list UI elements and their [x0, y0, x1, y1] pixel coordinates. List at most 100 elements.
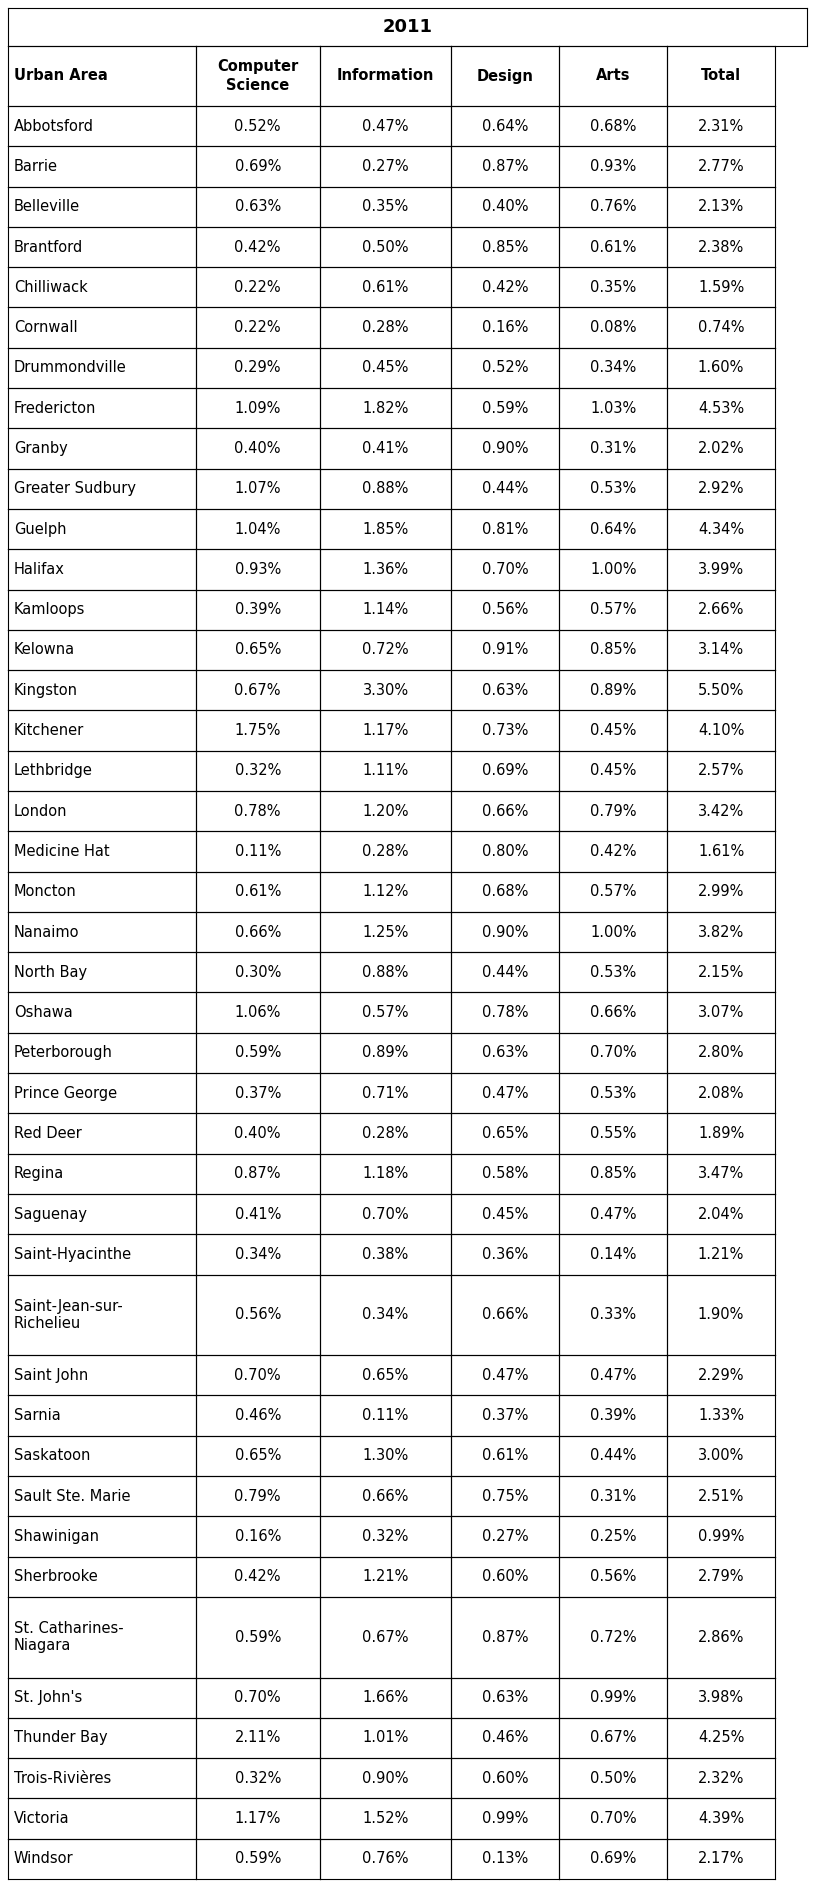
Text: 0.70%: 0.70% — [590, 1045, 637, 1060]
Text: 1.25%: 1.25% — [363, 925, 408, 940]
Text: 0.90%: 0.90% — [482, 442, 529, 457]
Text: 3.07%: 3.07% — [698, 1006, 744, 1021]
Text: 0.50%: 0.50% — [363, 240, 409, 255]
Text: 0.76%: 0.76% — [590, 200, 637, 215]
Text: 0.55%: 0.55% — [590, 1127, 637, 1142]
Text: 0.85%: 0.85% — [590, 642, 637, 657]
Text: Drummondville: Drummondville — [14, 360, 127, 376]
Text: 0.53%: 0.53% — [590, 1085, 637, 1100]
Text: 0.89%: 0.89% — [590, 683, 637, 698]
Text: 1.85%: 1.85% — [363, 521, 408, 536]
Text: 0.63%: 0.63% — [482, 683, 528, 698]
Text: 0.40%: 0.40% — [482, 200, 529, 215]
Text: 0.42%: 0.42% — [235, 1570, 281, 1585]
Text: 5.50%: 5.50% — [698, 683, 744, 698]
Text: 0.67%: 0.67% — [363, 1630, 409, 1645]
Text: Sarnia: Sarnia — [14, 1408, 61, 1423]
Text: 0.79%: 0.79% — [235, 1489, 281, 1504]
Text: 0.66%: 0.66% — [482, 804, 529, 819]
Text: 0.39%: 0.39% — [590, 1408, 637, 1423]
Text: 0.42%: 0.42% — [590, 843, 637, 859]
Text: Guelph: Guelph — [14, 521, 67, 536]
Text: 0.16%: 0.16% — [235, 1528, 281, 1544]
Text: 0.71%: 0.71% — [363, 1085, 409, 1100]
Text: 2.02%: 2.02% — [698, 442, 744, 457]
Text: 0.61%: 0.61% — [590, 240, 637, 255]
Text: 0.89%: 0.89% — [363, 1045, 408, 1060]
Text: 0.81%: 0.81% — [482, 521, 529, 536]
Text: 0.60%: 0.60% — [482, 1570, 529, 1585]
Text: Saint John: Saint John — [14, 1368, 88, 1383]
Text: 0.25%: 0.25% — [590, 1528, 637, 1544]
Text: 1.60%: 1.60% — [698, 360, 744, 376]
Text: 0.27%: 0.27% — [482, 1528, 529, 1544]
Text: 0.70%: 0.70% — [590, 1812, 637, 1827]
Text: 0.47%: 0.47% — [590, 1206, 637, 1221]
Text: 0.41%: 0.41% — [235, 1206, 281, 1221]
Text: Saskatoon: Saskatoon — [14, 1449, 90, 1464]
Text: 1.61%: 1.61% — [698, 843, 744, 859]
Text: Information: Information — [337, 68, 434, 83]
Text: Moncton: Moncton — [14, 885, 77, 900]
Text: Computer
Science: Computer Science — [217, 58, 298, 92]
Text: 0.61%: 0.61% — [235, 885, 281, 900]
Text: 2.86%: 2.86% — [698, 1630, 744, 1645]
Text: 0.64%: 0.64% — [482, 119, 529, 134]
Text: 0.52%: 0.52% — [482, 360, 529, 376]
Text: 1.04%: 1.04% — [235, 521, 281, 536]
Text: 0.76%: 0.76% — [363, 1851, 409, 1866]
Text: 0.37%: 0.37% — [482, 1408, 529, 1423]
Text: Prince George: Prince George — [14, 1085, 117, 1100]
Text: 2.66%: 2.66% — [698, 602, 744, 617]
Text: Peterborough: Peterborough — [14, 1045, 112, 1060]
Text: 0.29%: 0.29% — [235, 360, 281, 376]
Text: 0.67%: 0.67% — [590, 1730, 637, 1745]
Text: Granby: Granby — [14, 442, 68, 457]
Text: 2.51%: 2.51% — [698, 1489, 744, 1504]
Text: 1.30%: 1.30% — [363, 1449, 408, 1464]
Text: Sherbrooke: Sherbrooke — [14, 1570, 98, 1585]
Text: 0.28%: 0.28% — [363, 843, 409, 859]
Text: 2.17%: 2.17% — [698, 1851, 744, 1866]
Text: 0.46%: 0.46% — [482, 1730, 529, 1745]
Text: Arts: Arts — [596, 68, 631, 83]
Text: 1.20%: 1.20% — [363, 804, 409, 819]
Text: Oshawa: Oshawa — [14, 1006, 73, 1021]
Text: 4.34%: 4.34% — [698, 521, 744, 536]
Text: 1.33%: 1.33% — [698, 1408, 744, 1423]
Text: Victoria: Victoria — [14, 1812, 69, 1827]
Text: Greater Sudbury: Greater Sudbury — [14, 481, 136, 496]
Text: Urban Area: Urban Area — [14, 68, 108, 83]
Text: Kitchener: Kitchener — [14, 723, 84, 738]
Text: 4.10%: 4.10% — [698, 723, 744, 738]
Text: 0.34%: 0.34% — [235, 1247, 281, 1262]
Text: 3.82%: 3.82% — [698, 925, 744, 940]
Text: 0.53%: 0.53% — [590, 964, 637, 979]
Text: Red Deer: Red Deer — [14, 1127, 82, 1142]
Text: 2.99%: 2.99% — [698, 885, 744, 900]
Text: 0.75%: 0.75% — [482, 1489, 529, 1504]
Text: 0.59%: 0.59% — [235, 1851, 281, 1866]
Text: 0.40%: 0.40% — [235, 442, 281, 457]
Text: 2.77%: 2.77% — [698, 159, 744, 174]
Text: 2.32%: 2.32% — [698, 1770, 744, 1785]
Text: 0.64%: 0.64% — [590, 521, 637, 536]
Text: 0.68%: 0.68% — [590, 119, 637, 134]
Text: 0.44%: 0.44% — [590, 1449, 637, 1464]
Text: 1.00%: 1.00% — [590, 562, 637, 577]
Text: 1.21%: 1.21% — [698, 1247, 744, 1262]
Text: Saint-Jean-sur-
Richelieu: Saint-Jean-sur- Richelieu — [14, 1298, 123, 1330]
Text: 1.82%: 1.82% — [363, 400, 408, 415]
Text: Chilliwack: Chilliwack — [14, 279, 88, 294]
Text: 0.42%: 0.42% — [482, 279, 529, 294]
Text: 0.93%: 0.93% — [235, 562, 281, 577]
Text: 1.21%: 1.21% — [363, 1570, 408, 1585]
Text: Kamloops: Kamloops — [14, 602, 86, 617]
Text: 0.31%: 0.31% — [590, 1489, 637, 1504]
Text: 1.66%: 1.66% — [363, 1691, 408, 1706]
Text: 0.65%: 0.65% — [482, 1127, 529, 1142]
Text: 0.39%: 0.39% — [235, 602, 281, 617]
Text: 0.60%: 0.60% — [482, 1770, 529, 1785]
Text: 0.52%: 0.52% — [235, 119, 281, 134]
Text: 1.12%: 1.12% — [363, 885, 408, 900]
